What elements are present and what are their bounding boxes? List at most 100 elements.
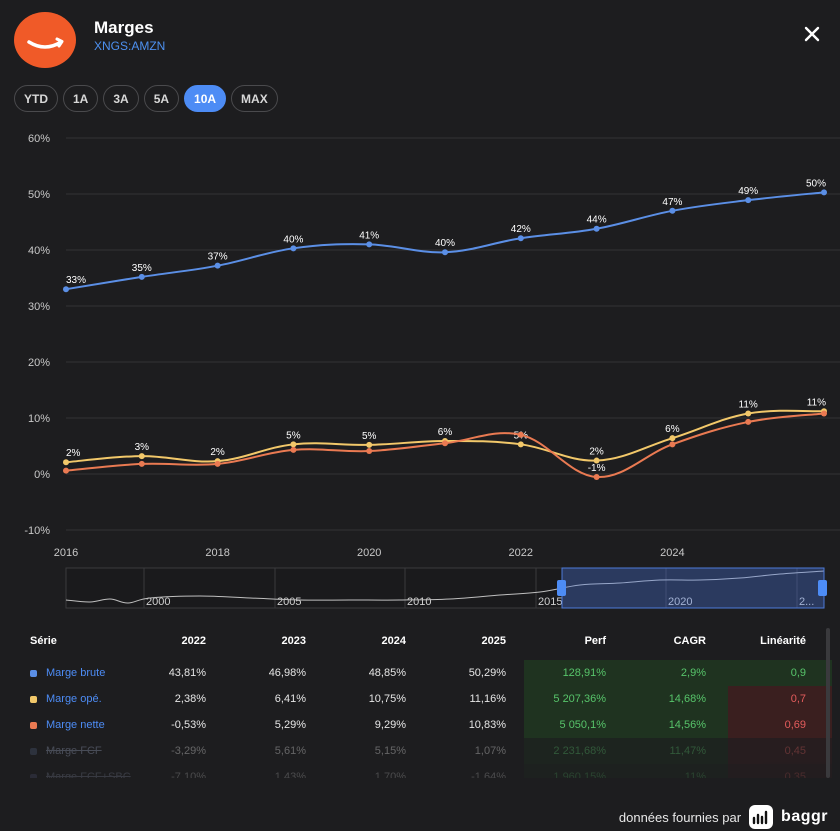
data-point-nette[interactable] (517, 431, 524, 438)
margins-line-chart[interactable]: -10% 0% 10% 20% 30% 40% 50% 60% 2016 2018 2020 2022… (0, 120, 840, 560)
data-point-brute[interactable] (214, 262, 221, 269)
table-header-cell: Linéarité (760, 635, 806, 647)
footer: données fournies par baggr (619, 804, 828, 830)
data-point-nette[interactable] (63, 467, 69, 474)
table-row[interactable]: Marge opé. 2,38% 6,41% 10,75% 11,16% 5 207,36… (14, 686, 840, 712)
table-row[interactable]: Marge FCF -3,29% 5,61% 5,15% 1,07% 2 231,68% 1… (14, 738, 840, 764)
y-tick-label: 10% (28, 413, 50, 425)
data-point-ope[interactable] (290, 441, 297, 448)
y-tick-label: 30% (28, 301, 50, 313)
data-label-brute: 42% (511, 224, 531, 235)
data-point-nette[interactable] (442, 440, 448, 447)
data-point-ope[interactable] (63, 459, 69, 466)
data-point-ope[interactable] (745, 410, 752, 417)
table-row[interactable]: Marge nette -0,53% 5,29% 9,29% 10,83% 5 050,1… (14, 712, 840, 738)
x-tick-label: 2024 (660, 547, 684, 559)
range-button-3a[interactable]: 3A (103, 85, 139, 112)
x-tick-label: 2018 (205, 547, 229, 559)
linearity-bg (728, 686, 832, 712)
data-point-nette[interactable] (366, 448, 373, 455)
data-point-ope[interactable] (138, 453, 145, 460)
table-header-cell: 2022 (181, 635, 206, 647)
ticker-link[interactable]: XNGS:AMZN (94, 39, 166, 53)
data-point-nette[interactable] (821, 410, 827, 417)
data-label-brute: 33% (66, 275, 86, 286)
year-value-cell: 5,15% (374, 745, 406, 757)
linearity-cell: 0,69 (784, 719, 806, 731)
data-point-ope[interactable] (669, 435, 676, 442)
range-button-10a[interactable]: 10A (184, 85, 227, 112)
data-point-brute[interactable] (290, 245, 297, 252)
series-name-link[interactable]: Marge nette (46, 719, 105, 731)
range-button-1a[interactable]: 1A (63, 85, 99, 112)
table-row[interactable]: Marge brute 43,81% 46,98% 48,85% 50,29% 128,9… (14, 660, 840, 686)
table-header-cell: Série (30, 635, 57, 647)
year-value-cell: 5,29% (274, 719, 306, 731)
y-tick-label: -10% (24, 525, 50, 537)
year-value-cell: 1,43% (274, 771, 306, 778)
linearity-cell: 0,35 (784, 771, 806, 778)
close-button[interactable] (798, 20, 826, 48)
data-point-ope[interactable] (593, 457, 600, 464)
data-point-brute[interactable] (63, 286, 69, 293)
table-scrollbar[interactable] (826, 628, 830, 778)
data-label-brute: 47% (662, 197, 682, 208)
linearity-cell: 0,7 (790, 693, 806, 705)
data-point-nette[interactable] (745, 418, 752, 425)
data-point-nette[interactable] (290, 446, 297, 453)
navigator-handle-left[interactable] (557, 580, 566, 596)
series-name-link[interactable]: Marge brute (46, 667, 106, 679)
series-name-link[interactable]: Marge FCF (46, 745, 102, 757)
year-value-cell: -0,53% (171, 719, 206, 731)
year-value-cell: -3,29% (171, 745, 206, 757)
table-header-cell: CAGR (673, 635, 706, 647)
data-point-brute[interactable] (366, 241, 373, 248)
data-point-ope[interactable] (366, 441, 373, 448)
table-header-row: Série 2022 2023 2024 2025 Perf CAGR Linéarité (14, 628, 840, 654)
data-point-nette[interactable] (669, 441, 676, 448)
data-label-ope: 3% (135, 442, 150, 453)
data-point-brute[interactable] (517, 235, 524, 242)
navigator-handle-right[interactable] (818, 580, 827, 596)
range-button-5a[interactable]: 5A (143, 85, 180, 112)
data-point-brute[interactable] (669, 207, 676, 214)
data-point-nette[interactable] (138, 460, 145, 467)
navigator-selection[interactable] (561, 567, 825, 609)
data-point-brute[interactable] (138, 273, 145, 280)
data-point-brute[interactable] (745, 197, 752, 204)
year-value-cell: 1,70% (374, 771, 406, 778)
series-color-swatch (30, 670, 37, 677)
year-value-cell: 48,85% (368, 667, 406, 679)
series-color-swatch (30, 696, 37, 703)
table-header-cell: 2024 (381, 635, 406, 647)
x-tick-label: 2022 (509, 547, 533, 559)
data-point-nette[interactable] (593, 473, 600, 480)
baggr-brand[interactable]: baggr (781, 808, 828, 825)
cagr-cell: 11,47% (669, 745, 707, 757)
navigator-frame (65, 567, 825, 609)
data-point-ope[interactable] (517, 441, 524, 448)
time-navigator[interactable]: 2000 2005 2010 2015 2020 2... (0, 560, 840, 612)
data-point-brute[interactable] (821, 189, 827, 196)
baggr-logo-icon (749, 805, 774, 829)
navigator-tick-label: 2015 (538, 596, 562, 608)
year-value-cell: 9,29% (374, 719, 406, 731)
data-label-ope: 11% (807, 397, 826, 408)
year-value-cell: 11,16% (469, 693, 507, 705)
data-point-brute[interactable] (442, 249, 448, 256)
data-point-nette[interactable] (214, 460, 221, 467)
year-value-cell: -7,10% (171, 771, 206, 778)
perf-cagr-bg (524, 660, 728, 686)
y-tick-label: 40% (28, 245, 50, 257)
table-header-cell: 2025 (481, 635, 506, 647)
range-button-max[interactable]: MAX (231, 85, 278, 112)
navigator-tick-label: 2010 (407, 596, 431, 608)
table-row[interactable]: Marge FCF+SBC -7,10% 1,43% 1,70% -1,64% 1 960… (14, 764, 840, 778)
series-name-link[interactable]: Marge opé. (46, 693, 102, 705)
perf-cell: 1 960,15% (553, 771, 606, 778)
range-button-ytd[interactable]: YTD (14, 85, 58, 112)
series-color-swatch (30, 748, 37, 755)
series-name-link[interactable]: Marge FCF+SBC (46, 771, 131, 778)
table-header-cell: 2023 (281, 635, 306, 647)
data-point-brute[interactable] (593, 225, 600, 232)
